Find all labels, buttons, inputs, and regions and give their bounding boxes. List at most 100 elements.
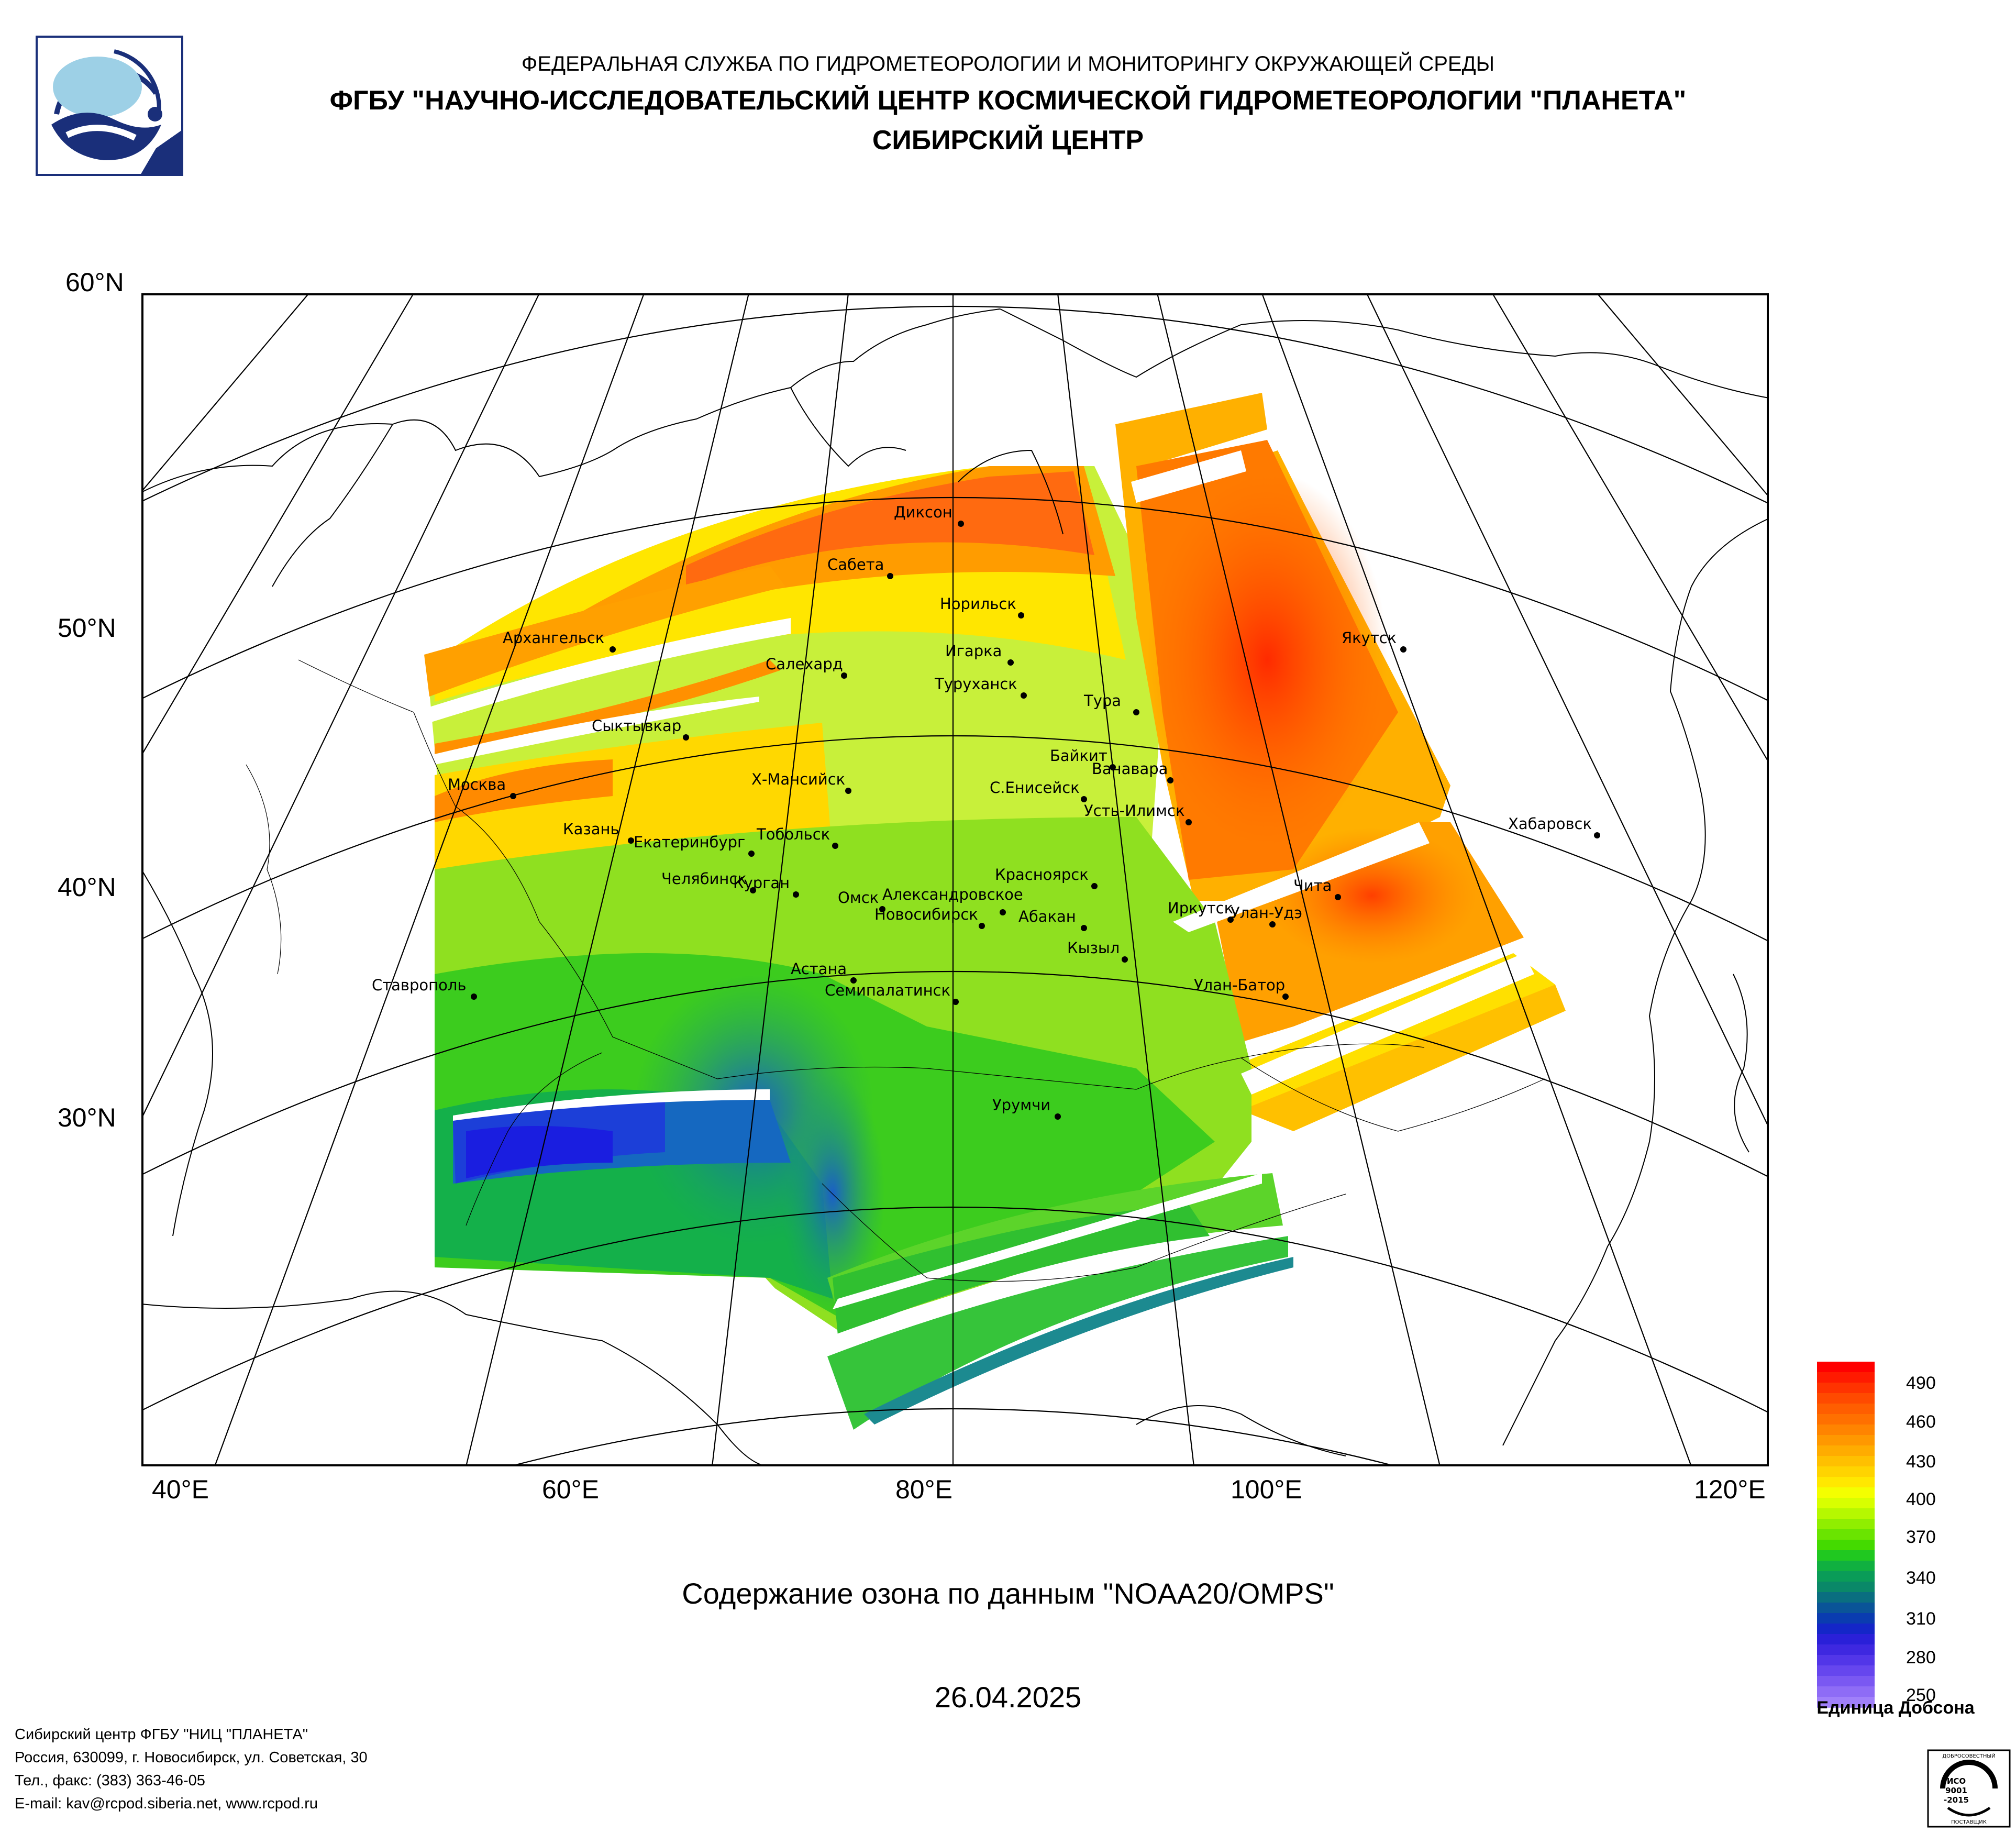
legend-tick-label: 340: [1906, 1568, 1936, 1588]
city-label: Ставрополь: [372, 976, 467, 994]
city-label: Диксон: [894, 503, 952, 521]
city-label: Москва: [448, 776, 506, 793]
lat-label-40: 40°N: [58, 873, 116, 902]
legend-tick-label: 370: [1906, 1527, 1936, 1547]
legend-swatch: [1817, 1613, 1875, 1624]
legend-swatch: [1817, 1529, 1875, 1540]
legend-swatch: [1817, 1697, 1875, 1708]
badge-line2: 9001: [1945, 1786, 1967, 1795]
city-marker: [1400, 646, 1406, 653]
city-marker: [1335, 894, 1341, 900]
city-label: Курган: [733, 874, 790, 892]
legend-labels: 490 460 430 400 370 340 310 280 250: [1906, 1373, 1936, 1705]
city-label: Байкит: [1050, 747, 1107, 765]
city-label: Иркутск: [1168, 899, 1233, 917]
city-label: Сыктывкар: [592, 717, 681, 735]
city-marker: [610, 646, 616, 653]
legend-swatch: [1817, 1519, 1875, 1530]
legend-swatch: [1817, 1435, 1875, 1446]
city-label: Улан-Батор: [1194, 976, 1285, 994]
city-marker: [879, 906, 885, 912]
city-label: Красноярск: [995, 866, 1089, 884]
borders: [246, 659, 1545, 1282]
lat-label-50: 50°N: [58, 613, 116, 643]
city-label: Туруханск: [934, 675, 1017, 693]
city-marker: [1282, 993, 1289, 1000]
legend-swatch: [1817, 1550, 1875, 1561]
legend-swatch: [1817, 1425, 1875, 1436]
city-label: Норильск: [940, 595, 1016, 613]
legend-swatch: [1817, 1508, 1875, 1519]
legend-swatch: [1817, 1676, 1875, 1687]
city-label: Александровское: [882, 886, 1023, 903]
ozone-swaths: [424, 393, 1566, 1430]
legend-tick-label: 490: [1906, 1373, 1936, 1393]
city-marker: [841, 672, 847, 679]
center-name: ФГБУ "НАУЧНО-ИССЛЕДОВАТЕЛЬСКИЙ ЦЕНТР КОС…: [329, 85, 1687, 116]
city-marker: [1081, 796, 1087, 802]
lon-label-40: 40°E: [152, 1475, 209, 1504]
city-label: Новосибирск: [874, 906, 978, 923]
city-marker: [1081, 925, 1087, 931]
city-marker: [1133, 709, 1139, 715]
agency-name: ФЕДЕРАЛЬНАЯ СЛУЖБА ПО ГИДРОМЕТЕОРОЛОГИИ …: [521, 52, 1495, 75]
legend-swatch: [1817, 1383, 1875, 1394]
legend-tick-label: 250: [1906, 1685, 1936, 1705]
city-marker: [471, 993, 477, 1000]
legend-swatch: [1817, 1592, 1875, 1603]
legend-swatch: [1817, 1582, 1875, 1593]
city-label: Чита: [1293, 877, 1332, 895]
city-marker: [1007, 659, 1014, 666]
city-label: Игарка: [945, 642, 1002, 660]
lon-label-120: 120°E: [1694, 1475, 1766, 1504]
legend-bar: [1817, 1362, 1875, 1708]
legend-swatch: [1817, 1686, 1875, 1697]
city-label: Тура: [1083, 692, 1121, 710]
city-label: Казань: [563, 820, 619, 838]
city-label: Кызыл: [1067, 939, 1120, 957]
city-marker: [1227, 916, 1234, 923]
badge-line1: ИСО: [1947, 1776, 1966, 1786]
city-marker: [1018, 612, 1024, 619]
city-label: Якутск: [1342, 629, 1397, 647]
city-marker: [958, 521, 964, 527]
city-label: Омск: [838, 889, 879, 907]
city-marker: [1021, 692, 1027, 699]
legend-swatch: [1817, 1404, 1875, 1415]
ozone-map-canvas: Диксон Сабета Норильск Архангельск Якутск Сал…: [0, 293, 2016, 1655]
legend-swatch: [1817, 1624, 1875, 1635]
legend-swatch: [1817, 1372, 1875, 1383]
legend-swatch: [1817, 1540, 1875, 1551]
city-label: С.Енисейск: [990, 779, 1080, 797]
city-label: Усть-Илимск: [1084, 802, 1184, 820]
legend-swatch: [1817, 1487, 1875, 1498]
footer: Сибирский центр ФГБУ "НИЦ "ПЛАНЕТА" Росс…: [15, 1723, 643, 1815]
lon-label-60: 60°E: [542, 1475, 599, 1504]
city-label: Хабаровск: [1508, 815, 1592, 833]
city-label: Салехард: [766, 655, 843, 673]
city-label: Тобольск: [756, 825, 830, 843]
city-marker: [750, 887, 756, 893]
legend-swatch: [1817, 1445, 1875, 1456]
header: ФЕДЕРАЛЬНАЯ СЛУЖБА ПО ГИДРОМЕТЕОРОЛОГИИ …: [0, 0, 2016, 220]
legend-swatch: [1817, 1414, 1875, 1425]
lat-label-60: 60°N: [65, 268, 124, 297]
city-marker: [1122, 956, 1128, 963]
city-marker: [832, 843, 838, 849]
city-marker: [1000, 909, 1006, 915]
city-marker: [845, 788, 851, 794]
city-marker: [793, 891, 799, 898]
subcenter-name: СИБИРСКИЙ ЦЕНТР: [872, 125, 1144, 156]
badge-top: ДОБРОСОВЕСТНЫЙ: [1942, 1752, 1995, 1759]
city-label: Екатеринбург: [634, 833, 745, 851]
badge-line3: -2015: [1944, 1795, 1969, 1805]
map-date: 26.04.2025: [934, 1681, 1082, 1714]
city-marker: [628, 837, 634, 844]
city-marker: [1186, 819, 1192, 825]
city-label: Урумчи: [992, 1096, 1050, 1114]
city-label: Семипалатинск: [825, 981, 950, 999]
legend-swatch: [1817, 1571, 1875, 1582]
ozone-map: Диксон Сабета Норильск Архангельск Якутск Сал…: [0, 268, 2016, 1655]
city-label: Астана: [791, 960, 847, 978]
lat-label-30: 30°N: [58, 1103, 116, 1132]
